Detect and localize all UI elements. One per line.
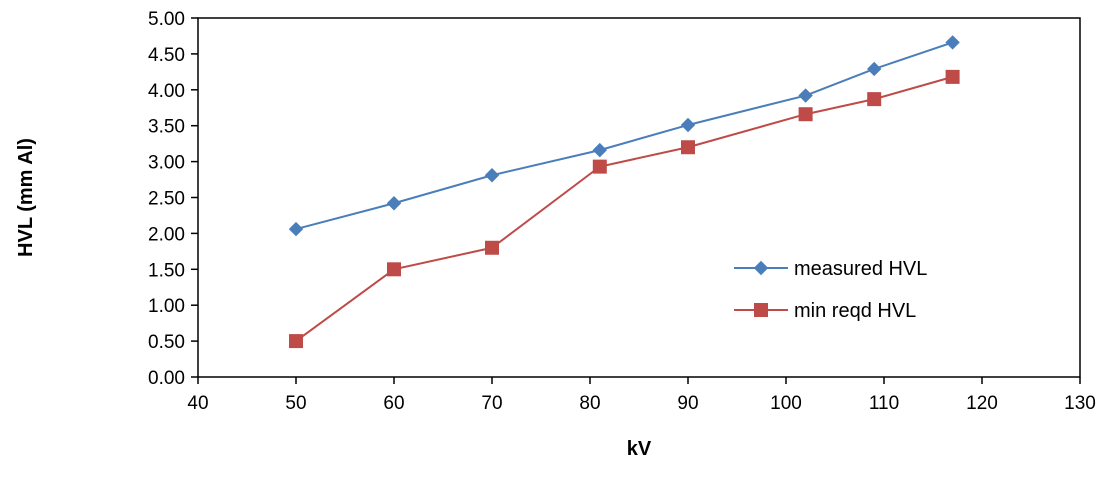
y-tick-label: 0.50 <box>148 332 185 353</box>
data-point <box>866 61 882 77</box>
data-point <box>592 159 607 174</box>
legend-item: min reqd HVL <box>734 300 916 322</box>
data-point <box>867 92 882 107</box>
x-tick-label: 120 <box>966 393 998 414</box>
series-min-reqd-hvl <box>289 69 960 349</box>
data-point <box>484 168 500 183</box>
y-tick-label: 3.50 <box>148 117 185 138</box>
y-tick-label: 0.00 <box>148 368 185 389</box>
series-line <box>295 41 953 231</box>
data-point <box>387 262 401 277</box>
y-tick-label: 4.00 <box>148 81 185 102</box>
x-tick-label: 50 <box>285 393 306 414</box>
y-axis: 0.00 0.50 1.00 1.50 2.00 2.50 3.00 3.50 4.00 4.50… <box>148 9 198 389</box>
x-axis-title: kV <box>627 438 652 460</box>
data-point <box>485 240 499 255</box>
y-axis-title: HVL (mm Al) <box>15 138 37 257</box>
y-tick-label: 1.00 <box>148 296 185 317</box>
data-point <box>592 142 608 158</box>
series-measured-hvl <box>288 35 960 237</box>
y-tick-label: 3.00 <box>148 153 185 174</box>
legend-marker <box>753 260 769 276</box>
data-point <box>945 69 960 84</box>
data-point <box>798 107 813 122</box>
legend: measured HVL min reqd HVL <box>734 258 927 322</box>
series-layer <box>288 35 960 349</box>
x-tick-label: 100 <box>770 393 802 414</box>
y-tick-label: 5.00 <box>148 9 185 30</box>
data-point <box>680 117 696 133</box>
series-line <box>295 75 953 342</box>
data-point <box>289 334 303 349</box>
x-tick-label: 70 <box>481 393 502 414</box>
y-tick-label: 2.00 <box>148 224 185 245</box>
legend-marker <box>754 303 768 317</box>
x-tick-label: 40 <box>187 393 208 414</box>
data-point <box>681 140 695 155</box>
legend-item: measured HVL <box>734 258 927 280</box>
data-point <box>945 35 960 50</box>
legend-label: measured HVL <box>794 258 927 280</box>
x-axis: 40 50 60 70 80 90 100 110 120 130 <box>187 377 1096 414</box>
x-tick-label: 60 <box>383 393 404 414</box>
data-point <box>386 196 402 211</box>
y-tick-label: 1.50 <box>148 260 185 281</box>
y-tick-label: 2.50 <box>148 189 185 210</box>
x-tick-label: 90 <box>677 393 698 414</box>
data-point <box>288 221 304 237</box>
x-tick-label: 80 <box>579 393 600 414</box>
x-tick-label: 110 <box>869 393 899 414</box>
legend-label: min reqd HVL <box>794 300 916 322</box>
x-tick-label: 130 <box>1064 393 1096 414</box>
y-tick-label: 4.50 <box>148 45 185 66</box>
data-point <box>798 88 813 103</box>
